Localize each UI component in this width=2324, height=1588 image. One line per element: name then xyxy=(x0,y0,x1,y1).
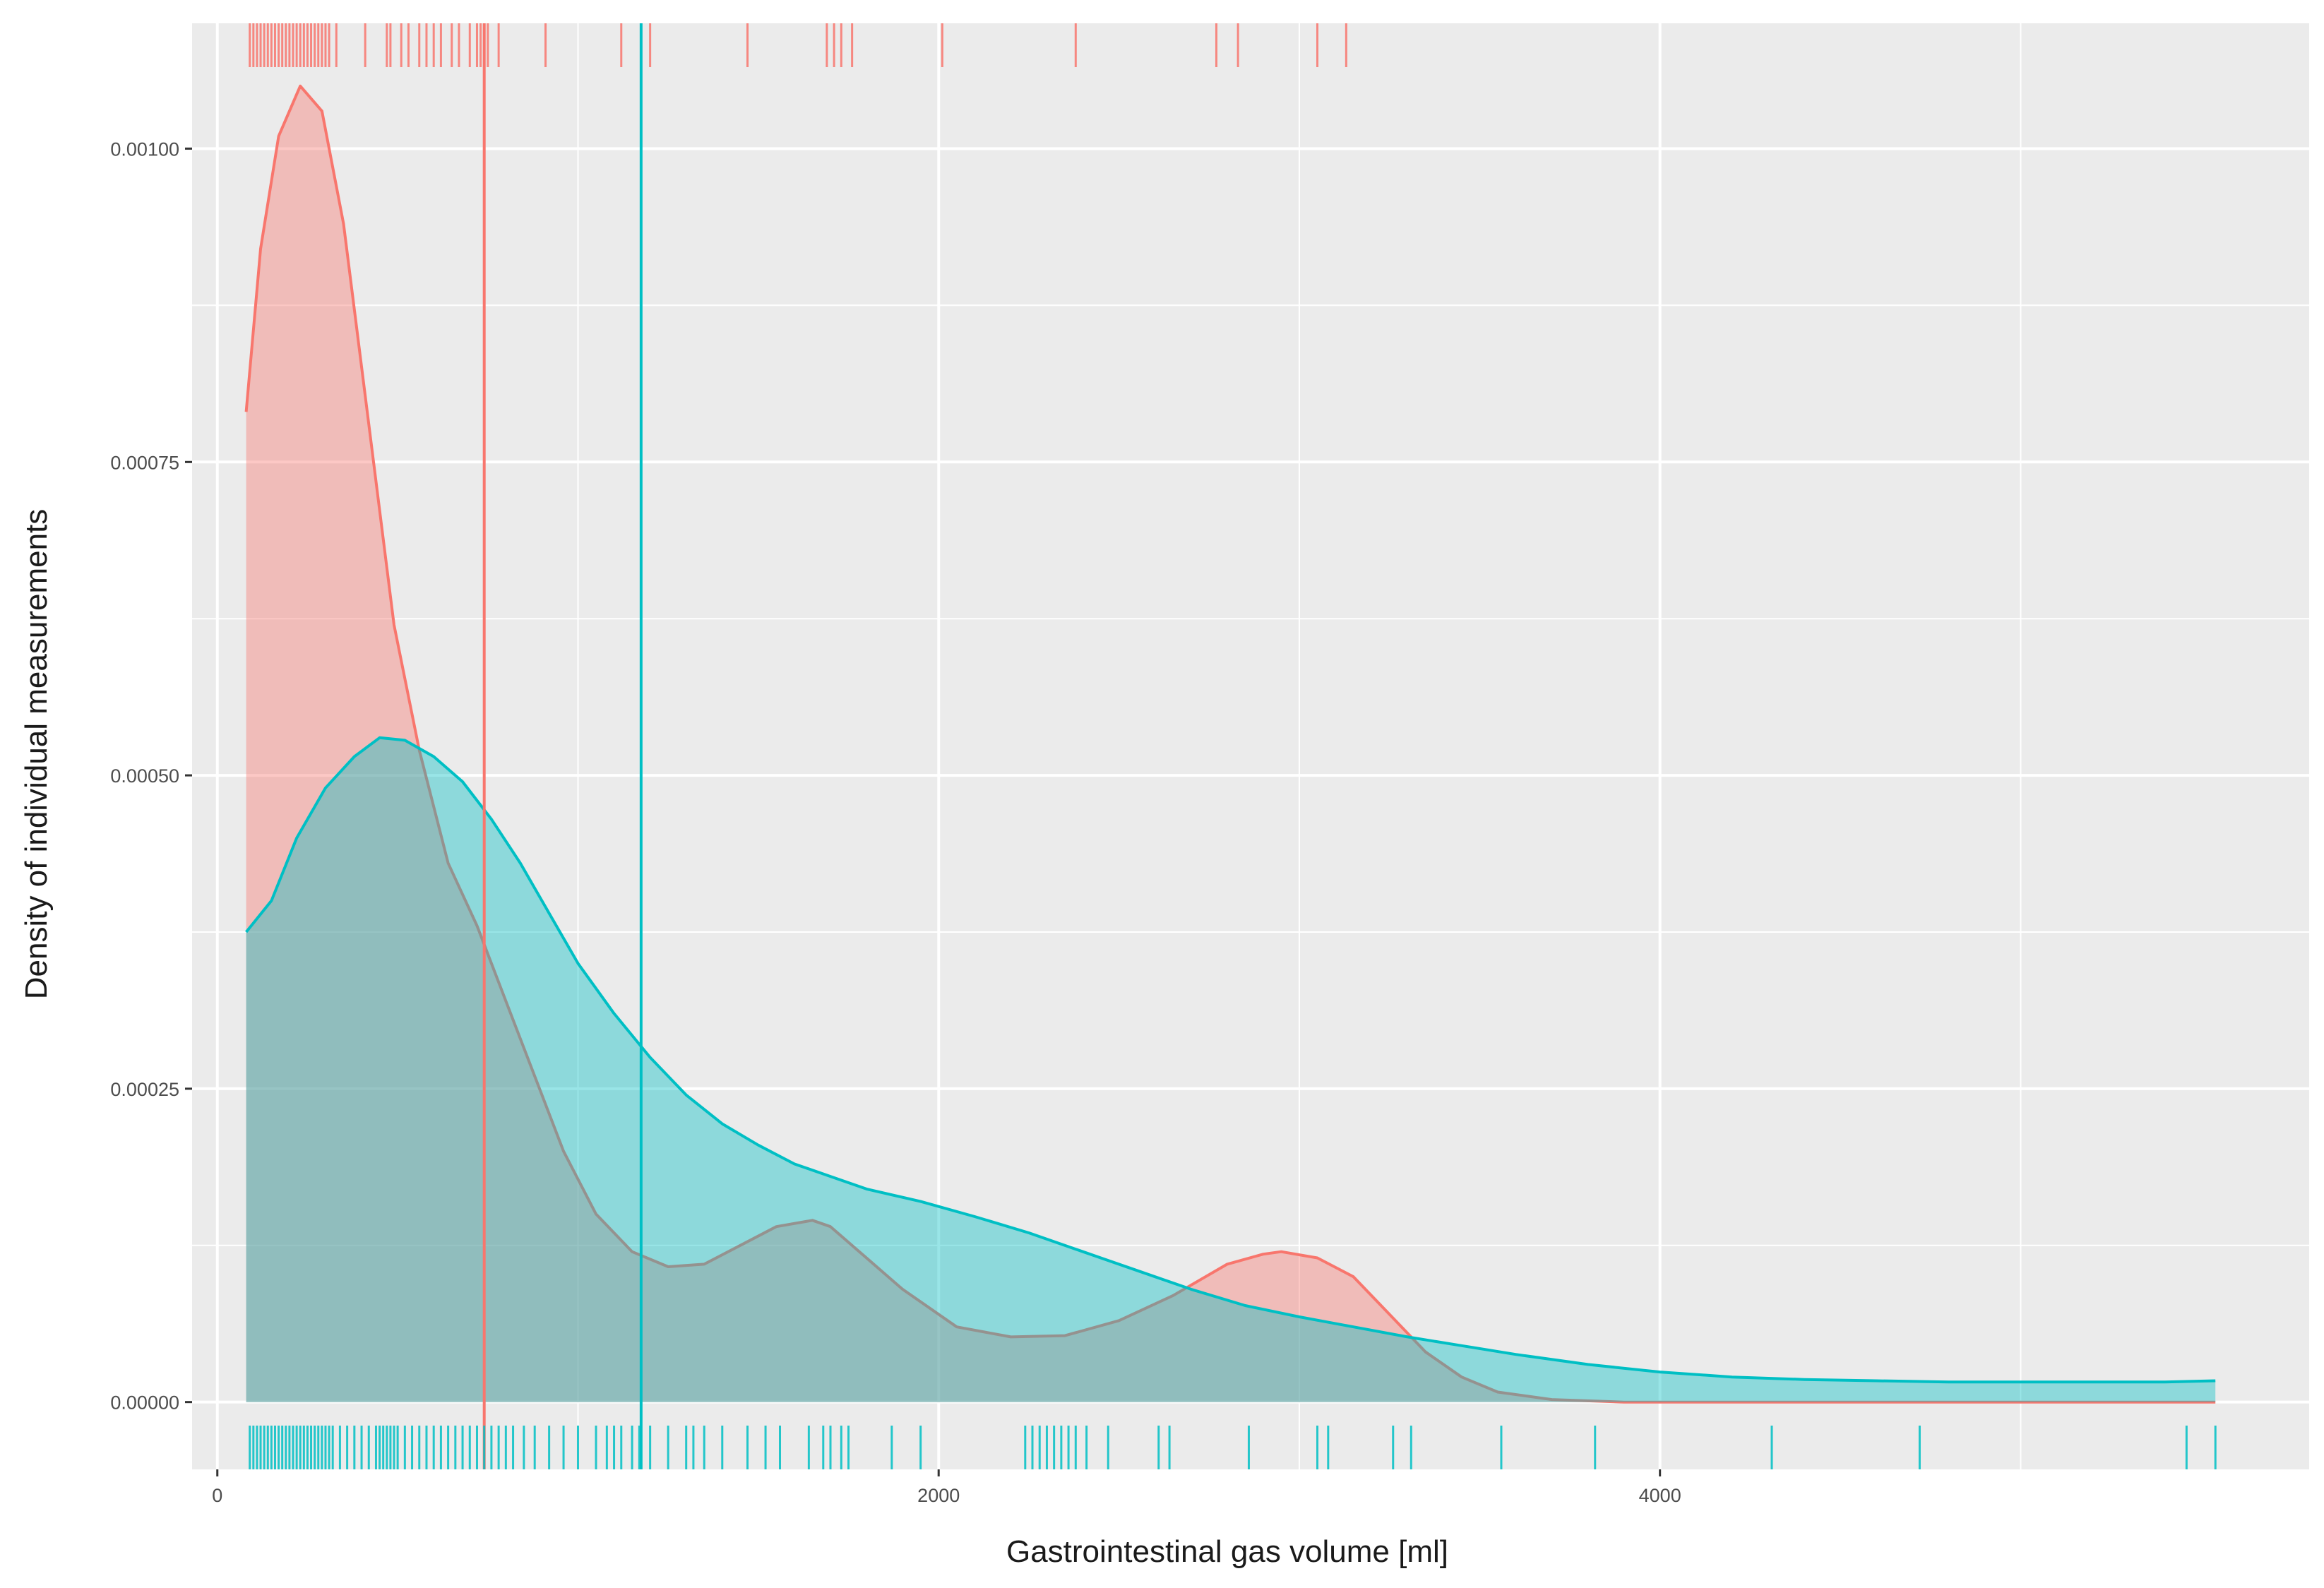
x-tick-label: 0 xyxy=(212,1485,222,1506)
y-tick-label: 0.00050 xyxy=(110,765,179,787)
panel-background xyxy=(192,23,2309,1469)
y-tick-label: 0.00075 xyxy=(110,452,179,473)
density-curve-1 xyxy=(244,84,2216,1404)
grid-lines xyxy=(192,23,2309,1469)
mean-lines xyxy=(482,23,643,1469)
y-tick-label: 0.00100 xyxy=(110,139,179,160)
tick-labels: 0.00000 0.00025 0.00050 0.00075 0.00100 0 2000… xyxy=(110,139,1681,1506)
y-axis-title: Density of individual measurements xyxy=(19,509,54,1000)
x-tick-label: 4000 xyxy=(1639,1485,1681,1506)
y-tick-label: 0.00000 xyxy=(110,1392,179,1414)
x-tick-label: 2000 xyxy=(917,1485,960,1506)
y-tick-label: 0.00025 xyxy=(110,1079,179,1100)
axis-ticks xyxy=(185,148,1662,1476)
density-curve-2 xyxy=(245,736,2216,1384)
x-axis-title: Gastrointestinal gas volume [ml] xyxy=(1006,1534,1448,1569)
density-area-2 xyxy=(246,737,2216,1402)
density-series xyxy=(244,84,2216,1404)
rug-marks xyxy=(249,23,2217,1469)
density-area-1 xyxy=(246,85,2216,1402)
